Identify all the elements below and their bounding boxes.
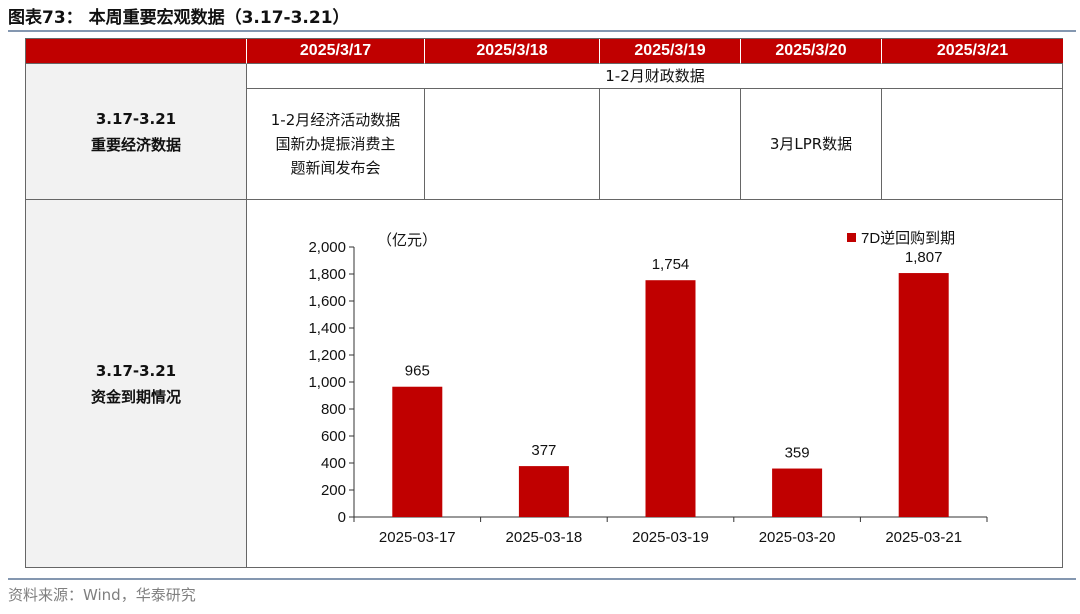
bar xyxy=(518,466,569,517)
y-tick-label: 400 xyxy=(321,455,346,472)
event-cell xyxy=(600,89,741,200)
event-cell: 1-2月经济活动数据 国新办提振消费主 题新闻发布会 xyxy=(247,89,425,200)
event-line: 国新办提振消费主 xyxy=(275,135,396,153)
x-tick-label: 2025-03-20 xyxy=(759,529,836,546)
legend-swatch xyxy=(847,233,856,242)
event-cell: 3月LPR数据 xyxy=(741,89,882,200)
reverse-repo-maturity-chart: 0 200 400 600 800 1,000 1,200 1,400 1,600 1,800 2,… xyxy=(308,230,988,546)
data-label: 965 xyxy=(405,363,430,380)
event-cell xyxy=(425,89,600,200)
y-tick-label: 1,600 xyxy=(308,293,346,310)
figure-title: 图表73： 本周重要宏观数据（3.17-3.21） xyxy=(8,8,350,28)
row-label-line: 资金到期情况 xyxy=(90,387,181,406)
y-tick-label: 2,000 xyxy=(308,239,346,256)
row-label-line: 3.17-3.21 xyxy=(95,361,177,380)
y-tick-label: 1,800 xyxy=(308,266,346,283)
bar xyxy=(772,468,823,517)
y-tick-label: 200 xyxy=(321,482,346,499)
legend-label: 7D逆回购到期 xyxy=(861,230,955,247)
header-date: 2025/3/17 xyxy=(247,39,425,64)
chart-cell: 0 200 400 600 800 1,000 1,200 1,400 1,600 1,800 2,… xyxy=(247,200,1063,567)
x-tick-label: 2025-03-17 xyxy=(379,529,456,546)
y-tick-label: 0 xyxy=(338,509,346,526)
macro-data-table: 2025/3/17 2025/3/18 2025/3/19 2025/3/20 … xyxy=(25,38,1063,568)
row-label-line: 3.17-3.21 xyxy=(95,109,177,128)
bar xyxy=(392,386,443,517)
row-label-economic-data: 3.17-3.21 重要经济数据 xyxy=(26,64,247,200)
bar xyxy=(645,280,696,517)
x-tick-label: 2025-03-21 xyxy=(885,529,962,546)
y-tick-label: 1,200 xyxy=(308,347,346,364)
data-label: 1,807 xyxy=(905,249,943,266)
event-line: 3月LPR数据 xyxy=(769,135,853,153)
data-label: 1,754 xyxy=(652,256,690,273)
data-label: 359 xyxy=(785,445,810,462)
event-cell xyxy=(882,89,1063,200)
fiscal-data-text: 1-2月财政数据 xyxy=(605,67,705,85)
y-unit-label: （亿元） xyxy=(377,232,437,249)
header-date: 2025/3/19 xyxy=(600,39,741,64)
y-tick-label: 600 xyxy=(321,428,346,445)
header-date: 2025/3/21 xyxy=(882,39,1063,64)
y-tick-label: 1,400 xyxy=(308,320,346,337)
row-label-line: 重要经济数据 xyxy=(90,135,181,154)
x-tick-label: 2025-03-19 xyxy=(632,529,709,546)
y-tick-label: 800 xyxy=(321,401,346,418)
event-line: 题新闻发布会 xyxy=(290,159,381,177)
data-label: 377 xyxy=(531,442,556,459)
header-date: 2025/3/18 xyxy=(425,39,600,64)
bar xyxy=(898,273,949,517)
event-line: 1-2月经济活动数据 xyxy=(270,111,401,129)
fiscal-data-span: 1-2月财政数据 xyxy=(247,64,1063,89)
source-note: 资料来源：Wind，华泰研究 xyxy=(8,586,196,604)
header-date: 2025/3/20 xyxy=(741,39,882,64)
header-corner xyxy=(26,39,247,64)
bottom-rule xyxy=(8,578,1076,580)
top-rule xyxy=(8,30,1076,32)
y-tick-label: 1,000 xyxy=(308,374,346,391)
x-tick-label: 2025-03-18 xyxy=(506,529,583,546)
row-label-funding-maturity: 3.17-3.21 资金到期情况 xyxy=(26,200,247,567)
